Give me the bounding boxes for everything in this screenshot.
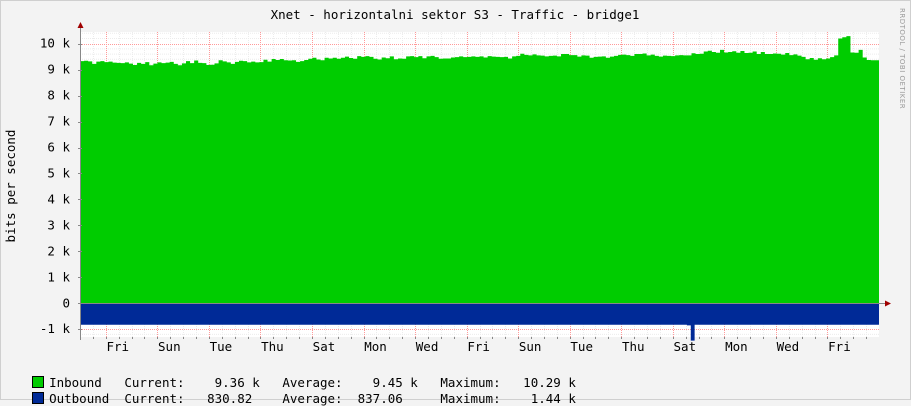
y-tick-label: 10 k — [40, 36, 71, 51]
legend-outbound: Outbound Current: 830.82 Average: 837.06… — [17, 376, 576, 406]
legend-outbound-text: Outbound Current: 830.82 Average: 837.06… — [49, 391, 576, 406]
legend-inbound-text: Inbound Current: 9.36 k Average: 9.45 k … — [49, 375, 576, 390]
y-axis-label: bits per second — [3, 130, 18, 243]
x-tick-label: Fri — [467, 339, 490, 354]
y-tick-label: 5 k — [47, 165, 70, 180]
x-tick-label: Mon — [364, 339, 387, 354]
x-tick-label: Wed — [777, 339, 800, 354]
outbound-swatch — [32, 392, 45, 404]
y-tick-label: 2 k — [47, 243, 70, 258]
y-tick-label: -1 k — [40, 321, 71, 336]
x-tick-label: Sun — [158, 339, 181, 354]
y-tick-label: 4 k — [47, 191, 70, 206]
chart-title: Xnet - horizontalni sektor S3 - Traffic … — [271, 7, 640, 22]
y-tick-label: 9 k — [47, 62, 70, 77]
x-tick-label: Wed — [416, 339, 439, 354]
x-tick-label: Tue — [570, 339, 593, 354]
y-tick-label: 3 k — [47, 217, 70, 232]
inbound-swatch — [32, 376, 45, 388]
legend-inbound: Inbound Current: 9.36 k Average: 9.45 k … — [17, 360, 576, 390]
x-tick-label: Sat — [674, 339, 697, 354]
outbound-area — [80, 303, 879, 341]
rrdtool-watermark: RRDTOOL / TOBI OETIKER — [898, 8, 906, 109]
y-tick-label: 8 k — [47, 88, 70, 103]
y-tick-label: 0 — [62, 295, 70, 310]
x-tick-label: Sun — [519, 339, 542, 354]
x-tick-label: Thu — [622, 339, 645, 354]
x-tick-label: Fri — [828, 339, 851, 354]
inbound-area — [80, 36, 879, 304]
x-tick-label: Mon — [725, 339, 748, 354]
y-tick-label: 6 k — [47, 140, 70, 155]
y-tick-label: 7 k — [47, 114, 70, 129]
x-tick-label: Tue — [210, 339, 233, 354]
y-tick-label: 1 k — [47, 269, 70, 284]
x-tick-label: Fri — [106, 339, 129, 354]
x-tick-label: Sat — [313, 339, 336, 354]
x-axis-arrow — [885, 300, 891, 307]
y-axis-arrow — [77, 22, 84, 28]
x-tick-label: Thu — [261, 339, 284, 354]
